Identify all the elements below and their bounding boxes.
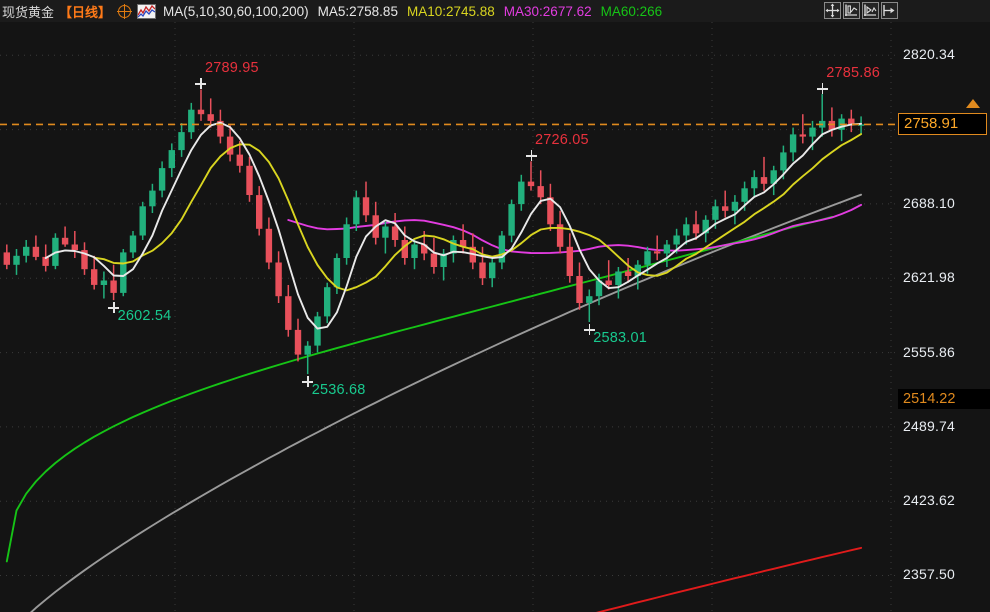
ma-definition-label: MA(5,10,30,60,100,200) — [163, 3, 309, 19]
price-axis-tick: 2423.62 — [903, 492, 956, 509]
ma60-value: MA60:266 — [600, 3, 663, 19]
chart-plot-area[interactable] — [0, 22, 895, 612]
ma5-line — [44, 121, 863, 330]
ma10-line — [93, 133, 863, 292]
crosshair-tool-icon[interactable] — [824, 2, 841, 19]
price-axis-tick: 2555.86 — [903, 343, 956, 360]
chart-expand-icon[interactable] — [862, 2, 879, 19]
high-annotation-2785: 2785.86 — [826, 65, 881, 82]
low-annotation-2602-marker — [108, 302, 120, 314]
ma30-value: MA30:2677.62 — [503, 3, 592, 19]
ma200-line — [595, 546, 863, 612]
chart-left-align-icon[interactable] — [843, 2, 860, 19]
ma60-line — [5, 215, 833, 563]
grid-lines — [0, 22, 895, 612]
current-price-badge: 2758.91 — [898, 113, 987, 136]
low-annotation-2583-marker — [583, 324, 595, 336]
ma5-value: MA5:2758.85 — [317, 3, 398, 19]
symbol-name: 现货黄金 — [2, 4, 55, 20]
low-annotation-2602: 2602.54 — [117, 308, 172, 325]
high-annotation-2789-marker — [195, 78, 207, 90]
high-annotation-2789: 2789.95 — [204, 60, 259, 77]
low-annotation-2536: 2536.68 — [311, 382, 366, 399]
current-price-caret — [966, 99, 980, 109]
period-label: 【日线】 — [59, 4, 112, 20]
price-axis[interactable]: 2820.342754.222688.102621.982555.862489.… — [895, 0, 990, 612]
price-axis-tick: 2489.74 — [903, 417, 956, 434]
high-annotation-2785-marker — [816, 83, 828, 95]
crosshair-circle-icon[interactable] — [117, 3, 133, 19]
candlestick-canvas — [0, 22, 895, 612]
candlestick-series — [3, 89, 865, 375]
ma100-line — [29, 193, 863, 612]
chart-shift-right-icon[interactable] — [881, 2, 898, 19]
price-axis-tick: 2357.50 — [903, 566, 956, 583]
price-axis-tick: 2688.10 — [903, 194, 956, 211]
secondary-price-badge: 2514.22 — [898, 389, 990, 410]
price-axis-tick: 2621.98 — [903, 269, 956, 286]
ma30-line — [287, 203, 863, 255]
price-axis-tick: 2820.34 — [903, 46, 956, 63]
high-annotation-2726: 2726.05 — [535, 132, 589, 149]
mini-chart-icon[interactable] — [137, 3, 157, 19]
chart-toolbar — [824, 2, 898, 19]
chart-header: 现货黄金 【日线】 MA(5,10,30,60,100,200) MA5:275… — [0, 0, 990, 22]
high-annotation-2726-marker — [525, 150, 537, 162]
low-annotation-2583: 2583.01 — [593, 330, 648, 347]
low-annotation-2536-marker — [302, 376, 314, 388]
ma10-value: MA10:2745.88 — [406, 3, 495, 19]
